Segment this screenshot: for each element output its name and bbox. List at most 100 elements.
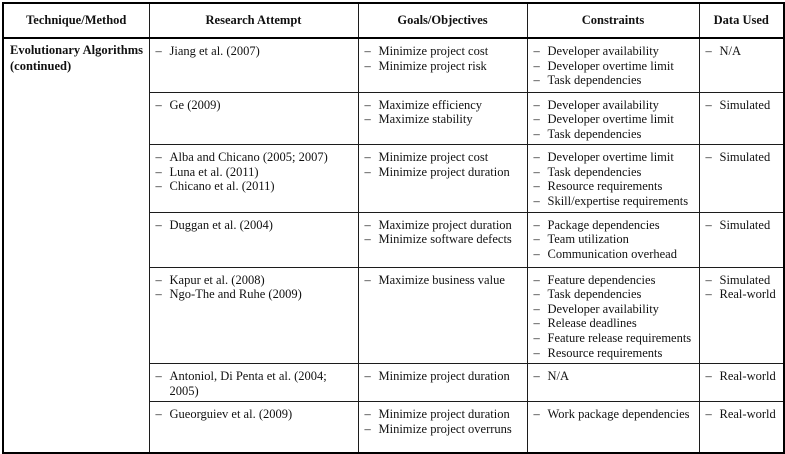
col-header-technique-method: Technique/Method	[2, 2, 150, 39]
dash-marker: –	[364, 150, 371, 165]
list-item: – Real-world	[706, 369, 781, 384]
list-item-text: Task dependencies	[547, 73, 642, 88]
list-item-text: N/A	[719, 44, 742, 58]
list-item-text: Minimize project duration	[378, 164, 510, 179]
dash-marker: –	[533, 331, 540, 346]
research-attempt-cell: – Gueorguiev et al. (2009)	[148, 401, 359, 454]
col-header-research-attempt: Research Attempt	[148, 2, 359, 39]
list-item-text: Minimize project duration	[378, 407, 510, 422]
research-attempt-cell: – Jiang et al. (2007)	[148, 37, 359, 93]
list-item-text: Developer availability	[547, 301, 659, 316]
technique-cell: Evolutionary Algorithms (continued)	[2, 37, 150, 454]
list-item-text: Ngo-The and Ruhe (2009)	[169, 287, 302, 302]
list-item-text: Minimize project duration	[378, 369, 510, 384]
list-item: – Minimize software defects	[365, 232, 524, 247]
list-item: – Minimize project cost	[365, 150, 524, 165]
research-attempt-cell: – Alba and Chicano (2005; 2007) – Luna et a…	[148, 144, 359, 213]
list-item: – N/A	[706, 44, 781, 59]
data-used-cell: – Simulated – Real-world	[698, 266, 785, 365]
dash-marker: –	[364, 97, 371, 112]
list-item-text: Developer overtime limit	[547, 112, 674, 127]
table-row: – Duggan et al. (2004) – Maximize project d…	[3, 211, 785, 268]
dash-marker: –	[533, 345, 540, 360]
dash-marker: –	[533, 272, 540, 287]
data-used-cell: – Real-world	[698, 363, 785, 403]
list-item-text: Skill/expertise requirements	[547, 194, 689, 209]
list-item-text: Real-world	[719, 287, 776, 302]
constraints-cell: – Developer overtime limit – Task dependenc…	[526, 144, 700, 213]
list-item: – Luna et al. (2011)	[156, 165, 355, 180]
list-item: – Minimize project duration	[365, 407, 524, 422]
dash-marker: –	[364, 422, 371, 436]
list-item: – Feature dependencies	[534, 273, 696, 288]
list-item-text: Minimize software defects	[378, 232, 512, 247]
list-item-text: Release deadlines	[547, 316, 637, 331]
dash-marker: –	[364, 369, 371, 384]
list-item: – Real-world	[706, 287, 781, 302]
dash-marker: –	[155, 217, 162, 232]
constraints-cell: – Package dependencies – Team utilization – C…	[526, 211, 700, 268]
list-item-text: Antoniol, Di Penta et al. (2004; 2005)	[169, 369, 327, 398]
dash-marker: –	[155, 179, 162, 194]
list-item: – Task dependencies	[534, 287, 696, 302]
list-item-text: Package dependencies	[547, 217, 660, 232]
dash-marker: –	[533, 179, 540, 194]
list-item-text: Developer overtime limit	[547, 150, 674, 165]
list-item: – Kapur et al. (2008)	[156, 273, 355, 288]
list-item: – Developer overtime limit	[534, 59, 696, 74]
list-item: – Ge (2009)	[156, 98, 355, 113]
constraints-cell: – Developer availability – Developer overti…	[526, 37, 700, 93]
list-item: – Release deadlines	[534, 316, 696, 331]
dash-marker: –	[364, 232, 371, 247]
dash-marker: –	[533, 287, 540, 302]
list-item: – Jiang et al. (2007)	[156, 44, 355, 59]
dash-marker: –	[705, 150, 712, 165]
dash-marker: –	[533, 164, 540, 179]
list-item: – Antoniol, Di Penta et al. (2004; 2005)	[156, 369, 355, 398]
list-item-text: Resource requirements	[547, 345, 663, 360]
list-item: – Maximize efficiency	[365, 98, 524, 113]
table-row: – Ge (2009) – Maximize efficiency – Maximize …	[3, 91, 785, 146]
dash-marker: –	[705, 369, 712, 384]
list-item-text: Task dependencies	[547, 164, 642, 179]
list-item-text: Kapur et al. (2008)	[169, 272, 265, 287]
dash-marker: –	[705, 44, 712, 58]
list-item: – Task dependencies	[534, 165, 696, 180]
list-item-text: Developer overtime limit	[547, 58, 674, 73]
list-item: – Alba and Chicano (2005; 2007)	[156, 150, 355, 165]
table-body: Evolutionary Algorithms (continued) – Jian…	[2, 37, 785, 454]
list-item-text: Ge (2009)	[169, 97, 221, 112]
dash-marker: –	[364, 58, 371, 73]
list-item-text: Team utilization	[547, 232, 629, 247]
list-item: – Maximize stability	[365, 112, 524, 127]
dash-marker: –	[533, 150, 540, 165]
dash-marker: –	[155, 369, 162, 384]
list-item: – Minimize project duration	[365, 165, 524, 180]
table-row: Evolutionary Algorithms (continued) – Jian…	[2, 37, 785, 454]
dash-marker: –	[533, 97, 540, 112]
list-item-text: Task dependencies	[547, 126, 642, 141]
data-used-cell: – Simulated	[698, 91, 785, 146]
goals-objectives-cell: – Maximize business value	[357, 266, 528, 365]
list-item: – Maximize project duration	[365, 218, 524, 233]
table-row: – Antoniol, Di Penta et al. (2004; 2005) –…	[3, 363, 785, 403]
list-item-text: Real-world	[719, 407, 776, 422]
list-item: – N/A	[534, 369, 696, 384]
list-item-text: Simulated	[719, 97, 771, 112]
dash-marker: –	[533, 407, 540, 422]
list-item-text: Communication overhead	[547, 246, 677, 261]
dash-marker: –	[705, 97, 712, 112]
list-item: – Minimize project risk	[365, 59, 524, 74]
dash-marker: –	[533, 112, 540, 127]
list-item: – Developer availability	[534, 302, 696, 317]
table-row: – Kapur et al. (2008) – Ngo-The and Ruhe (2…	[3, 266, 785, 365]
list-item-text: Minimize project cost	[378, 150, 489, 165]
list-item-text: Luna et al. (2011)	[169, 164, 259, 179]
list-item-text: Minimize project overruns	[378, 422, 512, 436]
dash-marker: –	[533, 44, 540, 58]
list-item-text: Developer availability	[547, 44, 659, 58]
dash-marker: –	[533, 301, 540, 316]
list-item: – Simulated	[706, 150, 781, 165]
dash-marker: –	[364, 407, 371, 422]
list-item-text: Resource requirements	[547, 179, 663, 194]
